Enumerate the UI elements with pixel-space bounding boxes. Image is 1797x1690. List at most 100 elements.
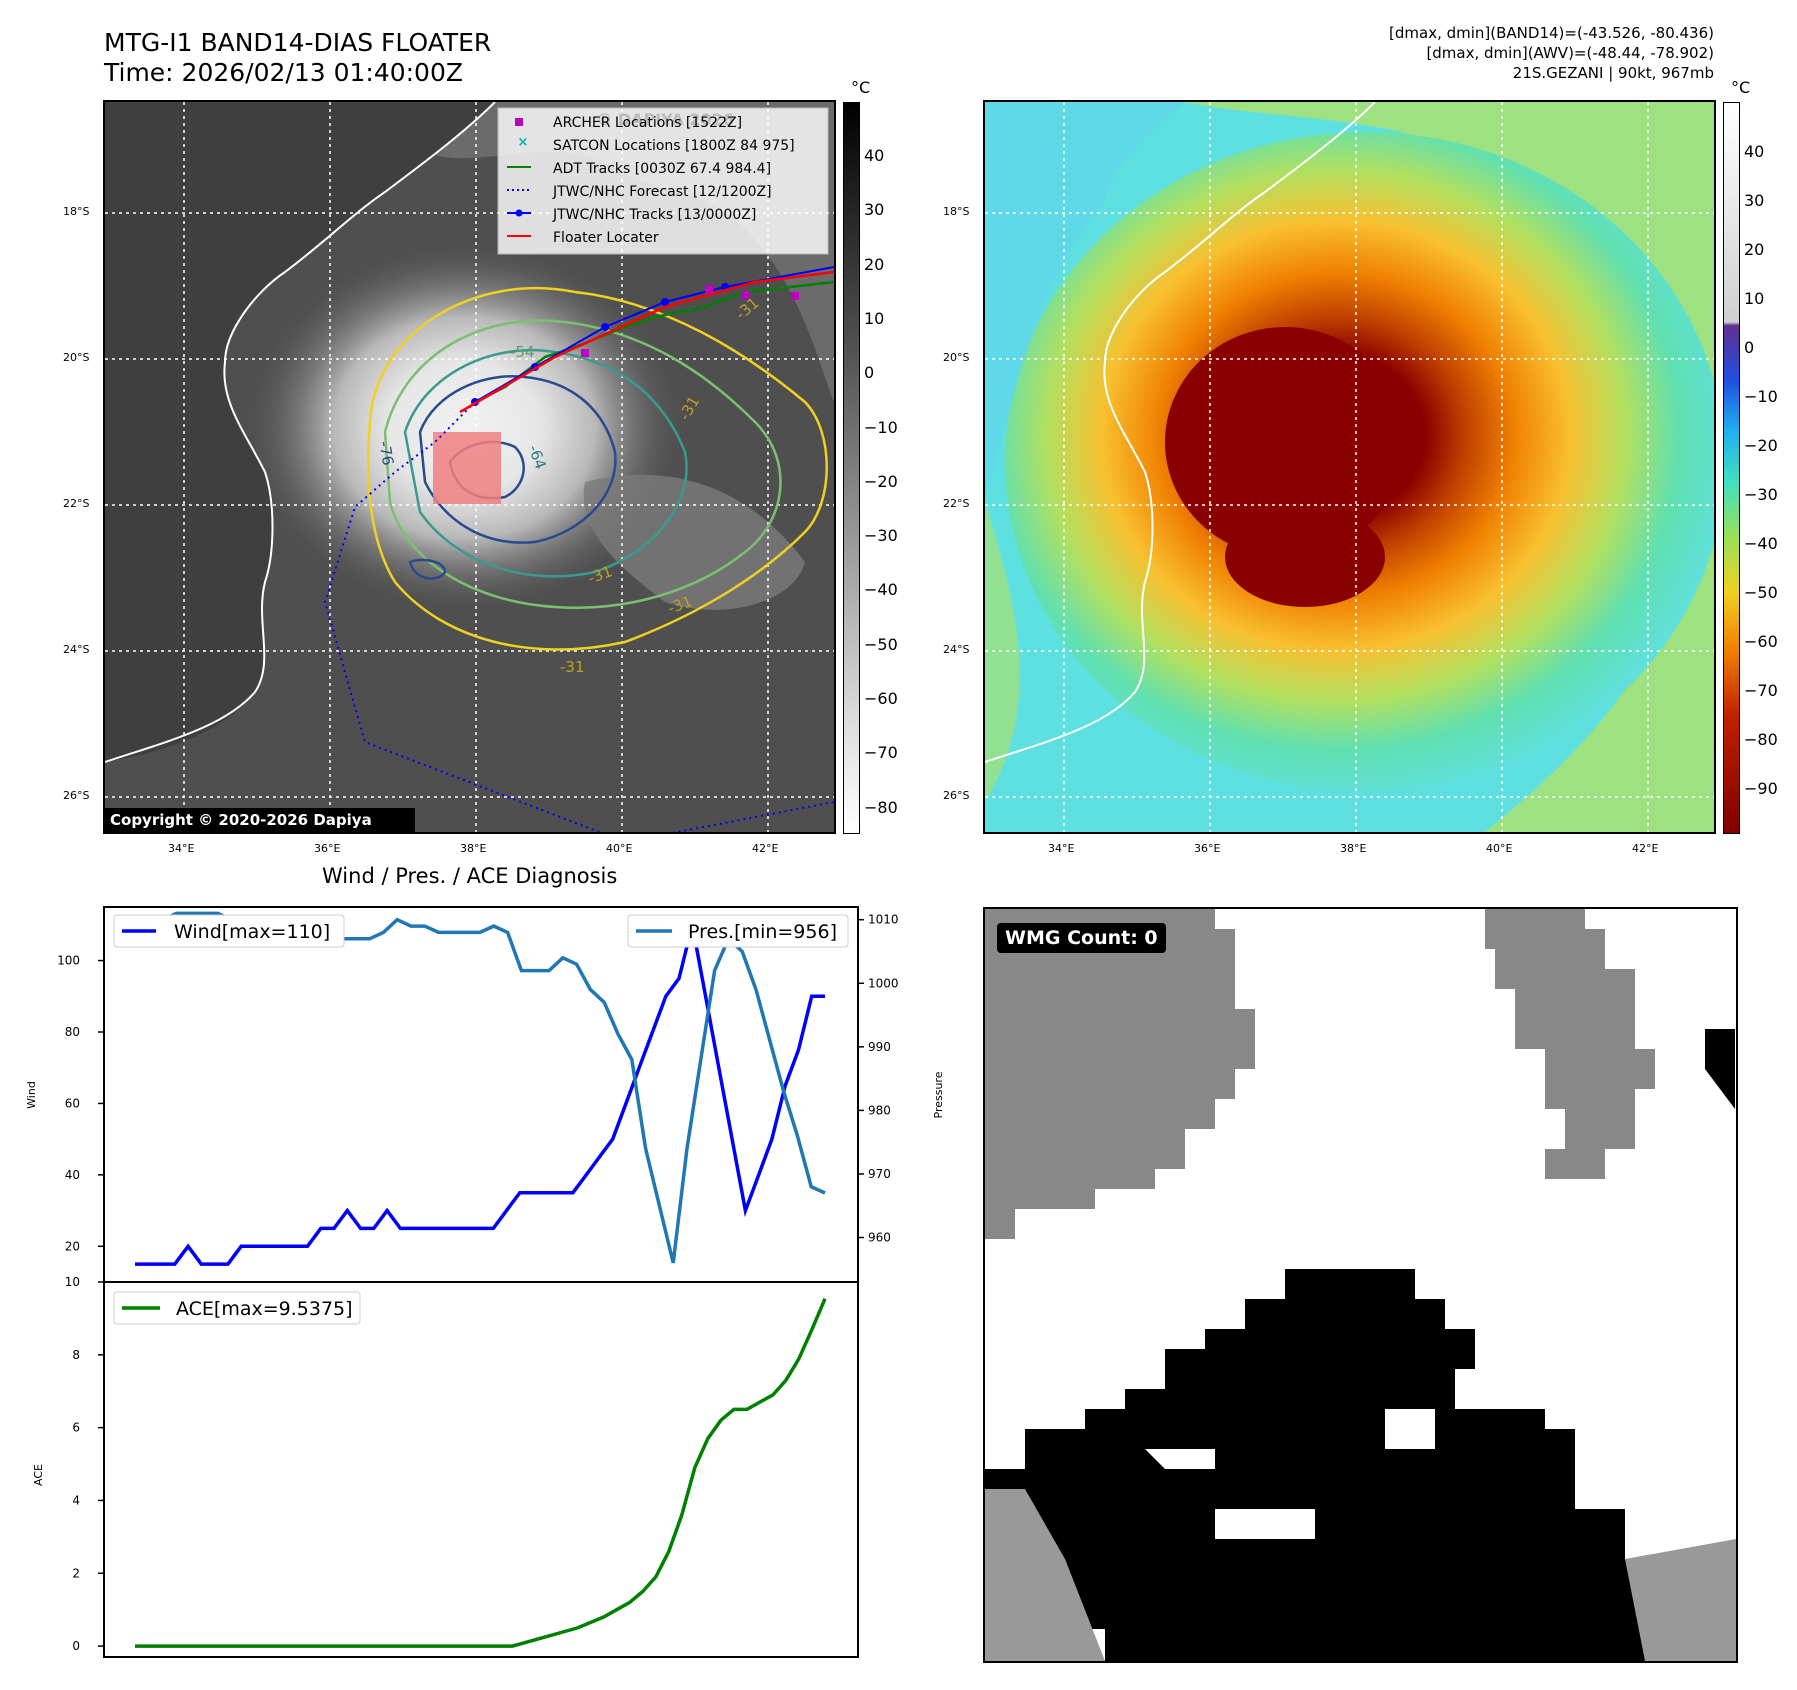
axis-tick-label: 970 [868,1167,891,1181]
colorbar-tick-label: 40 [1744,142,1765,161]
map-gridlines [985,102,1714,832]
axis-tick-label: 980 [868,1103,891,1117]
legend-floater: Floater Locater [553,230,659,246]
ace-series-line [135,1298,827,1648]
wind-legend-label: Wind[max=110] [174,921,330,943]
ace-ticks: 0 2 4 6 8 10 [65,1275,104,1653]
jtwc-track [474,266,834,403]
temperature-contours [367,286,828,651]
legend-tracks: JTWC/NHC Tracks [13/0000Z] [552,207,756,223]
lon-tick: 34°E [1048,842,1075,855]
pressure-legend-label: Pres.[min=956] [688,921,837,943]
axis-tick-label: 2 [72,1566,80,1580]
wmg-count-badge: WMG Count: 0 [997,923,1166,953]
colorbar-tick-label: 10 [864,308,885,328]
legend-archer: ARCHER Locations [1522Z] [553,115,742,131]
chart-title: MTG-I1 BAND14-DIAS FLOATER [104,28,492,57]
wind-axis-label: Wind [25,1081,38,1109]
land [105,102,495,762]
colorbar-gray-unit: °C [851,78,871,97]
info-awv: [dmax, dmin](AWV)=(-48.44, -78.902) [1426,44,1714,62]
colorbar-gray [843,102,860,834]
lon-tick: 40°E [606,842,633,855]
colorbar-tick-label: 0 [1744,338,1755,357]
archer-points [581,285,799,357]
svg-text:-54: -54 [510,343,535,361]
wmg-black-region [985,1269,1736,1661]
colorbar-tick-label: −40 [1744,534,1778,553]
awv-core [1165,327,1405,557]
wind-legend: Wind[max=110] [113,914,345,948]
colorbar-tick-label: −20 [1744,436,1778,455]
ace-legend: ACE[max=9.5375] [113,1291,361,1325]
axis-tick-label: 4 [72,1493,80,1507]
map-legend: © DAPIYA 2026 × ARCHER Locations [1522Z]… [497,107,829,255]
wmg-gray-region [985,909,1255,1239]
lat-tick: 22°S [63,497,90,510]
floater-box [433,432,501,504]
wmg-panel: WMG Count: 0 [983,907,1738,1663]
colorbar-tick-label: 40 [864,146,885,165]
watermark: © DAPIYA 2026 [596,110,733,129]
pressure-legend: Pres.[min=956] [627,914,849,948]
lon-tick: 38°E [1340,842,1367,855]
colorbar-tick-label: −70 [864,743,898,763]
colorbar-color-unit: °C [1731,78,1751,97]
copyright: Copyright © 2020-2026 Dapiya [110,811,372,829]
axis-tick-label: 60 [65,1096,80,1110]
copyright-bg [105,808,415,832]
wind-series-line [135,924,825,1266]
colorbar-tick-label: 20 [864,254,885,274]
ir-map-panel: -54 -76 -64 -31 -31 -31 -31 -31 © DAPIYA… [103,100,836,834]
legend-satcon: SATCON Locations [1800Z 84 975] [553,138,795,154]
colorbar-tick-label: −70 [1744,681,1778,700]
colorbar-tick-label: −40 [864,580,898,600]
pressure-axis-label: Pressure [932,1071,945,1118]
legend-adt: ADT Tracks [0030Z 67.4 984.4] [553,161,771,177]
colorbar-tick-label: −50 [864,634,898,654]
axis-tick-label: 8 [72,1348,80,1362]
colorbar-tick-label: −20 [864,471,898,491]
wmg-image [985,909,1736,1661]
lat-tick: 24°S [63,643,90,656]
colorbar-tick-label: −30 [1744,485,1778,504]
axis-tick-label: 6 [72,1421,80,1435]
lon-tick: 42°E [1632,842,1659,855]
awv-map-panel [983,100,1716,834]
lat-tick: 18°S [63,205,90,218]
axis-tick-label: 1010 [868,913,899,927]
lat-tick: 26°S [943,789,970,802]
lon-tick: 42°E [752,842,779,855]
lon-tick: 38°E [460,842,487,855]
colorbar-tick-label: 30 [1744,191,1765,210]
axis-tick-label: 990 [868,1040,891,1054]
lat-tick: 20°S [943,351,970,364]
lat-tick: 22°S [943,497,970,510]
legend-archer-marker [515,118,523,126]
lat-tick: 20°S [63,351,90,364]
ir-map: -54 -76 -64 -31 -31 -31 -31 -31 © DAPIYA… [105,102,834,832]
legend-forecast: JTWC/NHC Forecast [12/1200Z] [552,184,772,200]
colorbar-tick-label: −50 [1744,583,1778,602]
ace-axes [103,1281,859,1658]
wind-pressure-ticks: 20 40 60 80 100 960 970 980 990 1000 1010 [57,913,898,1254]
svg-text:-31: -31 [560,658,585,676]
colorbar-tick-label: 30 [864,200,885,220]
axis-tick-label: 20 [65,1239,80,1253]
axis-tick-label: 80 [65,1025,80,1039]
forecast-track [323,401,834,832]
lat-tick: 24°S [943,643,970,656]
colorbar-tick-label: −60 [864,689,898,708]
lon-tick: 40°E [1486,842,1513,855]
axis-tick-label: 0 [72,1639,80,1653]
colorbar-tick-label: −80 [864,797,898,817]
lon-tick: 36°E [1194,842,1221,855]
svg-text:-76: -76 [375,440,397,467]
ace-axis-label: ACE [32,1464,45,1486]
colorbar-tick-label: −80 [1744,730,1778,749]
ace-legend-label: ACE[max=9.5375] [176,1298,353,1320]
colorbar-tick-label: −10 [1744,387,1778,406]
axis-tick-label: 1000 [868,976,899,990]
lon-tick: 36°E [314,842,341,855]
